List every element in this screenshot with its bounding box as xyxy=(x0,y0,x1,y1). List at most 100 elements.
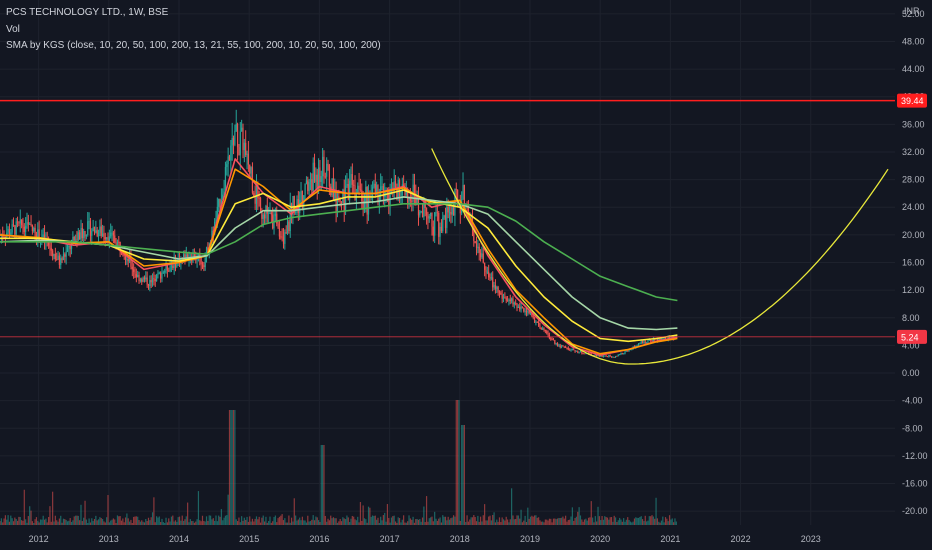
candle-body xyxy=(331,178,333,196)
candle-body xyxy=(328,165,330,187)
candle-body xyxy=(344,185,347,211)
candle-body xyxy=(458,204,460,207)
volume-bar xyxy=(230,410,232,525)
candle-body xyxy=(569,349,571,351)
volume-bar xyxy=(374,515,376,525)
volume-bar xyxy=(223,517,225,525)
volume-bar xyxy=(166,522,168,525)
volume-bar xyxy=(89,522,92,525)
candle-body xyxy=(91,231,93,236)
candle-body xyxy=(242,127,244,151)
volume-bar xyxy=(43,519,46,525)
volume-bar xyxy=(23,489,25,525)
volume-bar xyxy=(502,519,505,525)
volume-bar xyxy=(519,518,521,525)
candle-body xyxy=(313,162,316,182)
volume-bar xyxy=(632,521,634,525)
volume-bar xyxy=(196,519,198,525)
price-axis[interactable]: INR52.0048.0044.0040.0036.0032.0028.0024… xyxy=(895,0,932,550)
volume-bar xyxy=(304,520,306,525)
volume-bar xyxy=(135,516,137,525)
price-tick-label: -4.00 xyxy=(902,396,923,406)
candle-body xyxy=(61,258,63,260)
volume-bar xyxy=(193,522,195,525)
symbol-title[interactable]: PCS TECHNOLOGY LTD., 1W, BSE xyxy=(6,7,169,18)
volume-indicator-label[interactable]: Vol xyxy=(6,24,20,35)
candle-body xyxy=(425,207,428,215)
volume-bar xyxy=(154,522,156,525)
volume-bar xyxy=(0,518,2,525)
volume-bar xyxy=(610,517,613,525)
time-axis[interactable]: 2012 2013 2014 2015 2016 2017 2018 2019 2020 2021… xyxy=(0,525,932,550)
candle-body xyxy=(300,190,302,200)
candle-body xyxy=(509,299,511,302)
volume-bar xyxy=(214,520,216,525)
volume-bar xyxy=(285,522,287,525)
candle-body xyxy=(115,242,117,248)
volume-bar xyxy=(137,516,139,525)
volume-bar xyxy=(423,506,425,525)
volume-bar xyxy=(532,516,534,525)
volume-bar xyxy=(99,517,101,525)
volume-bar xyxy=(398,518,401,525)
candle-body xyxy=(598,355,600,357)
volume-bar xyxy=(339,518,341,525)
volume-bar xyxy=(598,516,600,525)
volume-bar xyxy=(563,518,565,525)
candle-body xyxy=(512,298,514,305)
volume-bar xyxy=(466,515,468,525)
candle-body xyxy=(655,338,657,340)
candle-body xyxy=(625,350,627,352)
volume-bar xyxy=(465,522,467,525)
price-tick-label: 8.00 xyxy=(902,313,920,323)
candle-body xyxy=(533,317,536,323)
volume-bar xyxy=(38,522,40,525)
volume-bar xyxy=(297,519,299,525)
candle-body xyxy=(57,255,59,260)
candle-body xyxy=(149,280,151,286)
volume-bar xyxy=(107,495,109,525)
candle-body xyxy=(400,195,402,196)
volume-bar xyxy=(662,516,664,525)
candle-body xyxy=(473,228,475,242)
candle-body xyxy=(620,352,622,355)
candle-body xyxy=(444,215,447,228)
candle-body xyxy=(205,247,208,258)
volume-bar xyxy=(478,521,480,525)
volume-bar xyxy=(232,410,235,525)
volume-bar xyxy=(292,521,294,525)
candle-body xyxy=(239,131,241,156)
candle-body xyxy=(488,271,490,278)
price-tick-label: 12.00 xyxy=(902,285,925,295)
sma-indicator-label[interactable]: SMA by KGS (close, 10, 20, 50, 100, 200,… xyxy=(6,40,381,51)
candle-body xyxy=(551,339,553,341)
volume-bar xyxy=(123,522,125,525)
candle-body xyxy=(571,349,573,350)
volume-bar xyxy=(420,521,422,525)
volume-bar xyxy=(45,518,47,525)
candle-body xyxy=(58,255,60,265)
candle-body xyxy=(374,183,376,195)
volume-bar xyxy=(675,521,677,525)
volume-bar xyxy=(628,520,630,525)
candle-body xyxy=(234,130,236,145)
volume-bar xyxy=(490,520,492,525)
candle-body xyxy=(652,339,654,342)
volume-bar xyxy=(128,521,131,525)
volume-bar xyxy=(47,516,50,525)
volume-bar xyxy=(528,518,530,525)
candle-body xyxy=(538,321,540,326)
volume-bar xyxy=(578,507,580,525)
volume-bar xyxy=(425,496,428,525)
volume-bar xyxy=(500,522,502,525)
volume-bar xyxy=(31,521,33,525)
candle-body xyxy=(25,226,27,232)
volume-bar xyxy=(119,516,121,525)
candle-body xyxy=(131,266,133,270)
volume-bar xyxy=(629,521,632,525)
volume-bar xyxy=(170,516,173,525)
volume-bar xyxy=(80,504,82,525)
volume-bar xyxy=(493,512,495,525)
candle-body xyxy=(640,341,642,344)
